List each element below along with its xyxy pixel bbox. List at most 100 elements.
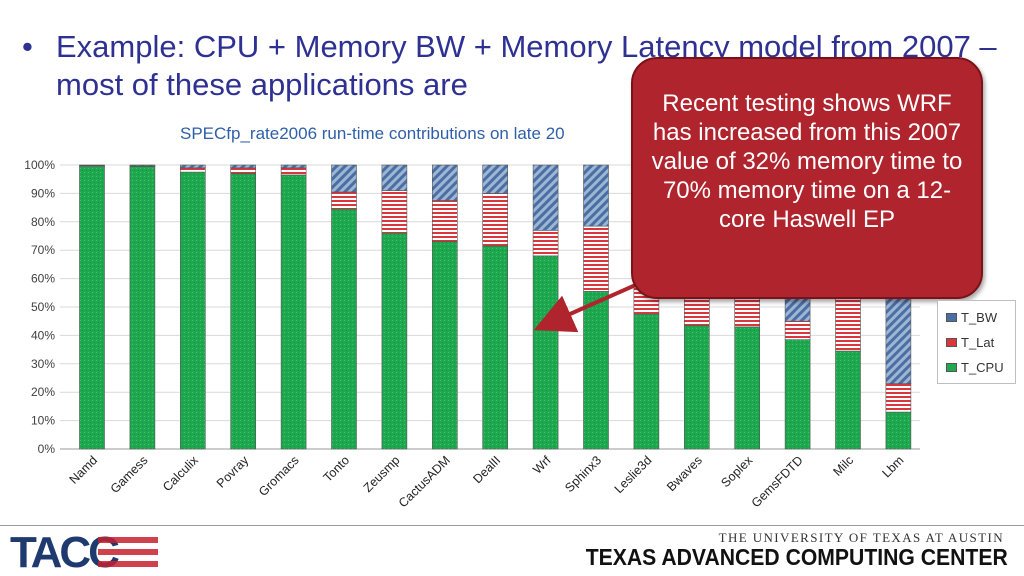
bar-segment-t-cpu [583,291,609,450]
y-tick-label: 20% [31,385,55,399]
stripe-decoration [98,537,158,543]
x-tick-label: Gromacs [256,453,302,499]
x-tick-label: Tonto [321,453,353,485]
bar-stack-calculix [180,164,206,450]
y-tick-label: 30% [31,357,55,371]
bar-segment-t-cpu [734,326,761,450]
x-tick-label: Leslie3d [612,453,655,496]
x-tick-label: Lbm [879,453,906,480]
x-tick-label: Zeusmp [361,453,403,495]
bar-segment-t-bw [79,164,105,166]
bar-stack-gromacs [280,164,307,450]
x-tick-label: Milc [831,453,857,479]
x-tick-label: Gamess [108,453,151,496]
x-tick-label: Wrf [530,453,554,477]
x-axis-labels: Namd Gamess Calculix Povray Gromacs Tonto Zeus… [67,453,907,511]
bar-stack-gamess [129,164,156,450]
tacc-logo: TACC [10,531,158,571]
bar-segment-t-bw [280,164,307,169]
bar-segment-t-cpu [532,255,559,450]
legend-item-t-cpu: T_CPU [938,355,1015,380]
bar-stack-dealii [482,164,509,450]
y-axis-labels: 0% 10% 20% 30% 40% 50% 60% 70% 80% 90% 100% [24,158,55,456]
y-tick-label: 80% [31,215,55,229]
center-name: TEXAS ADVANCED COMPUTING CENTER [585,544,1008,570]
bar-segment-t-cpu [381,232,408,450]
bar-segment-t-cpu [180,171,206,450]
bar-segment-t-lat [784,320,811,340]
bar-stack-tonto [331,164,357,450]
legend-item-t-bw: T_BW [938,305,1015,330]
bar-stack-zeusmp [381,164,408,450]
bar-segment-t-bw [482,164,509,194]
x-tick-label: Calculix [160,453,201,494]
legend-label: T_CPU [961,360,1004,375]
bar-stack-sphinx3 [583,164,609,450]
bar-segment-t-bw [381,164,408,191]
bar-segment-t-cpu [885,411,912,450]
bar-segment-t-bw [431,164,458,201]
bar-segment-t-cpu [784,339,811,450]
bar-segment-t-cpu [129,166,156,450]
bar-segment-t-lat [331,191,357,210]
x-tick-label: Sphinx3 [562,453,604,495]
bar-segment-t-bw [532,164,559,231]
star-icon [73,547,85,559]
bar-segment-t-cpu [835,350,861,450]
x-tick-label: GemsFDTD [749,453,806,510]
bar-stack-namd [79,164,105,450]
bar-segment-t-lat [532,230,559,257]
x-tick-label: Povray [214,453,252,491]
bar-segment-t-bw [180,164,206,169]
y-tick-label: 100% [24,158,55,172]
legend-swatch [946,363,957,372]
legend-label: T_Lat [961,335,995,350]
bar-segment-t-bw [331,164,357,193]
bar-segment-t-lat [482,193,509,247]
bar-segment-t-bw [230,164,256,169]
x-tick-label: DealII [470,453,503,486]
bar-segment-t-cpu [683,325,710,450]
stripe-decoration [98,549,158,555]
legend-swatch [946,338,957,347]
x-tick-label: Namd [67,453,101,487]
callout-text: Recent testing shows WRF has increased f… [651,90,963,233]
y-tick-label: 70% [31,243,55,257]
bar-segment-t-cpu [79,166,105,450]
y-tick-label: 90% [31,186,55,200]
footer-divider [0,525,1024,526]
stripe-decoration [98,561,158,567]
bar-segment-t-bw [129,164,156,167]
bar-segment-t-cpu [230,173,256,450]
bar-segment-t-lat [885,383,912,413]
legend-item-t-lat: T_Lat [938,330,1015,355]
y-tick-label: 60% [31,272,55,286]
bar-stack-cactusadm [431,164,458,450]
bar-segment-t-lat [280,167,307,176]
bar-segment-t-cpu [633,313,660,450]
x-tick-label: Soplex [718,453,755,490]
bar-segment-t-cpu [331,208,357,450]
bar-segment-t-lat [230,167,256,174]
y-tick-label: 40% [31,328,55,342]
bar-segment-t-lat [431,200,458,242]
x-tick-label: CactusADM [396,453,453,510]
y-tick-label: 50% [31,300,55,314]
chart-legend: T_BW T_Lat T_CPU [937,300,1016,384]
y-tick-label: 10% [31,414,55,428]
annotation-arrow [533,281,641,333]
university-name: THE UNIVERSITY OF TEXAS AT AUSTIN [718,530,1004,545]
legend-swatch [946,313,957,322]
legend-label: T_BW [961,310,998,325]
bar-stack-wrf [532,164,559,450]
callout-box: Recent testing shows WRF has increased f… [631,57,983,299]
bar-segment-t-cpu [431,241,458,450]
y-tick-label: 0% [38,442,56,456]
x-tick-label: Bwaves [664,453,705,494]
bar-segment-t-cpu [482,245,509,450]
bar-segment-t-cpu [280,174,307,450]
chart-title: SPECfp_rate2006 run-time contributions o… [180,124,565,143]
bullet-symbol: • [22,29,33,64]
bar-segment-t-bw [583,164,609,227]
bar-stack-povray [230,164,256,450]
